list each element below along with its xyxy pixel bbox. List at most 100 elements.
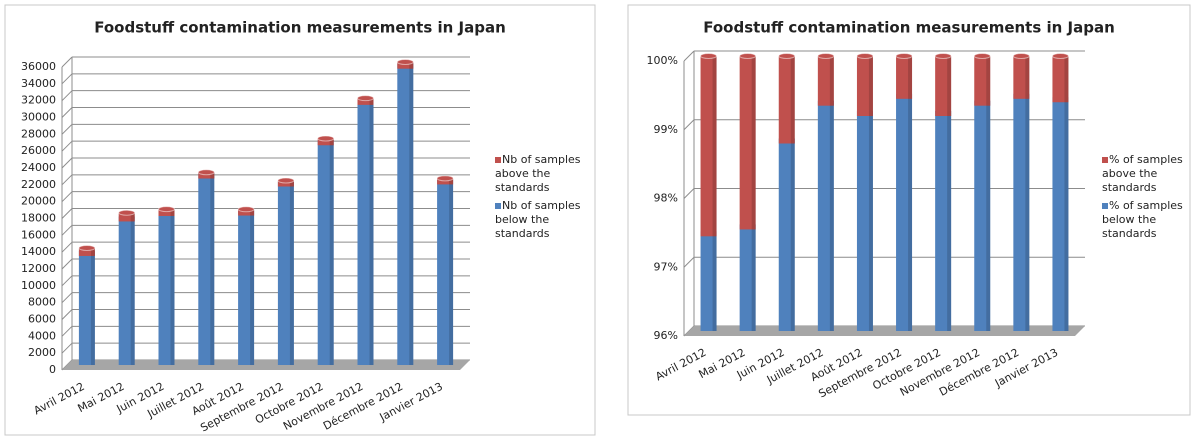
bar-top	[317, 135, 335, 142]
bar-segment	[778, 138, 795, 331]
bar-segment	[198, 173, 215, 365]
grid-line	[61, 73, 73, 85]
grid-line	[61, 56, 73, 68]
bar-segment	[739, 56, 756, 230]
bar-shade	[790, 138, 795, 331]
y-tick-label: 99%	[654, 123, 678, 136]
y-tick-label: 12000	[21, 262, 56, 275]
y-tick-label: 8000	[28, 296, 56, 309]
bar-segment	[935, 111, 952, 331]
bar-top	[237, 206, 255, 213]
x-tick-label: Avril 2012	[32, 380, 87, 418]
y-tick-label: 20000	[21, 195, 56, 208]
y-tick-label: 34000	[21, 77, 56, 90]
bar-segment	[1052, 97, 1069, 331]
y-tick-label: 18000	[21, 212, 56, 225]
bar-shade	[908, 56, 913, 99]
legend-swatch	[495, 157, 501, 163]
y-tick-label: 0	[49, 363, 56, 376]
bar-segment	[357, 98, 374, 105]
bar-top	[778, 53, 796, 59]
bar-shade	[751, 224, 756, 331]
bar-shade	[1025, 56, 1030, 99]
bar-segment	[238, 209, 255, 216]
bar-top	[1051, 53, 1069, 59]
legend-label: Nb of samples below the standards	[495, 199, 581, 240]
bar-top	[973, 53, 991, 59]
y-tick-label: 28000	[21, 127, 56, 140]
bar-segment	[158, 209, 175, 216]
bar-segment	[357, 99, 374, 365]
bar-segment	[1052, 56, 1069, 103]
chart-title: Foodstuff contamination measurements in …	[94, 19, 506, 37]
bar-shade	[712, 231, 717, 331]
bar-top	[1012, 53, 1030, 59]
bar-shade	[868, 56, 873, 116]
y-tick-label: 32000	[21, 94, 56, 107]
bar-segment	[974, 100, 991, 331]
grid-line	[61, 107, 73, 118]
bar-shade	[369, 99, 374, 365]
grid-line	[61, 191, 73, 203]
grid-line	[61, 208, 73, 219]
grid-line	[61, 157, 73, 169]
bar-segment	[397, 62, 414, 69]
bar-shade	[986, 56, 991, 106]
bar-shade	[130, 212, 135, 222]
bar-shade	[250, 209, 255, 216]
bar-shade	[90, 248, 95, 256]
grid-line	[61, 309, 73, 320]
bar-segment	[317, 138, 334, 146]
bar-segment	[277, 180, 294, 187]
bar-shade	[170, 209, 175, 216]
legend-label: % of samples below the standards	[1102, 199, 1183, 240]
grid-line	[61, 90, 73, 102]
bar-top	[277, 177, 295, 184]
bar-shade	[986, 100, 991, 331]
chart-frame	[627, 4, 1191, 416]
bar-shade	[751, 56, 756, 230]
bar-shade	[790, 56, 795, 144]
bar-segment	[700, 231, 717, 331]
grid-line	[61, 342, 73, 354]
bar-top	[934, 53, 952, 59]
y-tick-label: 2000	[28, 346, 56, 359]
grid-line	[61, 292, 73, 304]
bar-segment	[238, 210, 255, 365]
bar-segment	[817, 56, 834, 106]
grid-line	[61, 275, 73, 287]
bar-segment	[778, 56, 795, 144]
y-tick-label: 16000	[21, 228, 56, 241]
bar-segment	[974, 56, 991, 106]
grid-line	[683, 50, 695, 62]
y-tick-label: 36000	[21, 60, 56, 73]
y-tick-label: 24000	[21, 161, 56, 174]
grid-line	[61, 241, 73, 253]
bar-top	[895, 53, 913, 59]
bar-segment	[739, 224, 756, 331]
bar-shade	[210, 173, 215, 365]
bar-segment	[896, 56, 913, 99]
chart-title: Foodstuff contamination measurements in …	[703, 19, 1115, 37]
y-tick-label: 98%	[654, 192, 678, 205]
bar-shade	[829, 100, 834, 331]
bar-segment	[78, 248, 95, 256]
bar-top	[817, 53, 835, 59]
bar-top	[739, 53, 757, 59]
bar-top	[856, 53, 874, 59]
grid-line	[683, 188, 695, 199]
bar-shade	[409, 62, 414, 69]
bar-shade	[130, 216, 135, 365]
grid-line	[61, 123, 73, 135]
bar-segment	[1013, 56, 1030, 99]
chart-frame	[4, 4, 596, 436]
bar-segment	[277, 181, 294, 365]
bar-segment	[817, 100, 834, 331]
bar-shade	[210, 172, 215, 179]
bar-segment	[437, 179, 454, 365]
bar-segment	[437, 178, 454, 185]
bar-segment	[118, 212, 135, 222]
bar-shade	[712, 56, 717, 237]
bar-segment	[896, 93, 913, 331]
